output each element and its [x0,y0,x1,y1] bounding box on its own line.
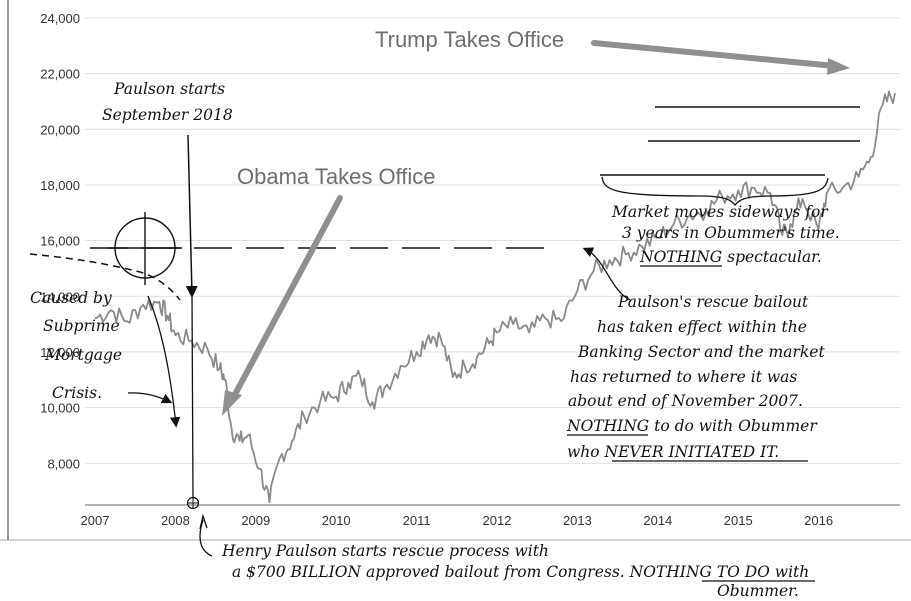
rescue-note-line-5: about end of November 2007. [568,392,803,410]
x-tick-label: 2013 [563,513,592,528]
x-tick-label: 2007 [81,513,110,528]
trump-callout: Trump Takes Office [375,27,564,52]
y-tick-label: 18,000 [40,178,80,193]
y-tick-label: 10,000 [40,401,80,416]
henry-pointer-line [199,519,213,557]
subprime-arrow [147,295,181,428]
sideways-note-line-1: Market moves sideways for [611,203,829,221]
series-layer [94,90,896,504]
x-tick-label: 2016 [804,513,833,528]
henry-pointer-head [199,513,208,530]
y-tick-label: 14,000 [40,289,80,304]
henry-note-line-2: a $700 BILLION approved bailout from Con… [232,563,809,581]
obama-callout: Obama Takes Office [237,164,436,189]
caused-by-note-line-3: Mortgage [44,346,122,364]
rescue-note-line-7: who NEVER INITIATED IT. [567,443,779,461]
caused-by-note-line-2: Subprime [43,317,120,335]
paulson-vertical-line [191,294,194,499]
obama-arrow [229,195,343,403]
paulson-start-arrow [185,134,198,298]
crisis-arrow [127,392,173,404]
rescue-arrow [582,247,631,301]
trump-arrow-head [827,58,850,75]
rescue-note-line-3: Banking Sector and the market [577,343,825,361]
sideways-range-lines [600,106,860,176]
y-tick-label: 12,000 [40,345,80,360]
sideways-note-line-2: 3 years in Obummer's time. [622,224,840,242]
rescue-note-line-6: NOTHING to do with Obummer [566,417,818,435]
x-tick-labels: 2007 2008 2009 2010 2011 2012 2013 2014 2015 2016 [81,513,834,528]
crosshair-circle [108,212,182,285]
subprime-dashed-curve [29,253,181,301]
x-tick-label: 2014 [643,513,672,528]
y-tick-label: 22,000 [40,67,80,82]
paulson-start-note-line-1: Paulson starts [113,80,225,98]
caused-by-note-line-4: Crisis. [52,384,102,402]
rescue-note-line-4: has returned to where it was [570,368,797,386]
x-tick-label: 2011 [403,513,431,528]
y-tick-label: 24,000 [40,11,80,26]
x-tick-label: 2008 [161,513,190,528]
y-tick-label: 8,000 [47,456,80,471]
rescue-note-line-1: Paulson's rescue bailout [617,293,809,311]
y-tick-label: 20,000 [40,122,80,137]
paulson-start-note-line-2: September 2018 [102,106,233,124]
x-tick-label: 2015 [724,513,753,528]
x-tick-label: 2009 [241,513,270,528]
obama-arrow-head [222,390,242,416]
dow-series-line [94,90,896,504]
sideways-bracket [601,176,829,206]
y-tick-label: 16,000 [40,234,80,249]
trump-arrow [591,40,838,69]
grid [85,17,900,464]
y-tick-labels: 24,000 22,000 20,000 18,000 16,000 14,000 12,0… [40,11,80,471]
henry-note-line-1: Henry Paulson starts rescue process with [221,542,549,560]
henry-note-line-3: Obummer. [717,582,799,600]
rescue-note-line-2: has taken effect within the [597,318,807,336]
sideways-note-line-3: NOTHING spectacular. [639,248,822,266]
x-tick-label: 2012 [483,513,512,528]
x-tick-label: 2010 [322,513,351,528]
caused-by-note-line-1: Caused by [30,289,112,307]
